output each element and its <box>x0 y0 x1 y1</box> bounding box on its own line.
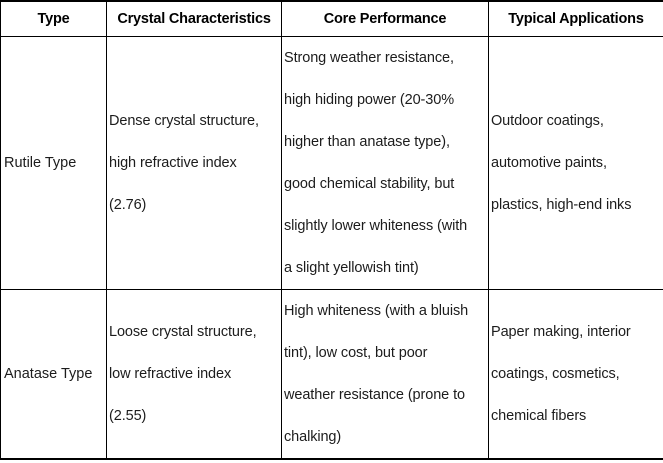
cell-rutile-core-performance: Strong weather resistance, high hiding po… <box>281 35 489 290</box>
table-header-row: Type Crystal Characteristics Core Perfor… <box>0 0 663 37</box>
text-line: high refractive index <box>109 154 237 171</box>
cell-rutile-type: Rutile Type <box>0 35 107 290</box>
text-line: Strong weather resistance, <box>284 49 454 66</box>
cell-anatase-type: Anatase Type <box>0 288 107 459</box>
text-line: good chemical stability, but <box>284 175 455 192</box>
cell-anatase-core-performance: High whiteness (with a bluish tint), low … <box>281 288 489 459</box>
cell-rutile-typical-applications: Outdoor coatings, automotive paints, plast… <box>488 35 663 290</box>
text-line: Loose crystal structure, <box>109 323 257 340</box>
text-line: chalking) <box>284 428 342 445</box>
header-type: Type <box>0 0 107 37</box>
text-line: (2.76) <box>109 196 147 213</box>
text-line: low refractive index <box>109 365 232 382</box>
text-line: plastics, high-end inks <box>491 196 632 213</box>
text-line: (2.55) <box>109 407 147 424</box>
text-line: weather resistance (prone to <box>284 386 465 403</box>
header-crystal-characteristics: Crystal Characteristics <box>106 0 282 37</box>
text-line: Outdoor coatings, <box>491 112 604 129</box>
text-line: a slight yellowish tint) <box>284 259 419 276</box>
header-core-performance: Core Performance <box>281 0 489 37</box>
cell-anatase-crystal-characteristics: Loose crystal structure, low refractive i… <box>106 288 282 459</box>
text-line: coatings, cosmetics, <box>491 365 620 382</box>
table-row-rutile: Rutile Type Dense crystal structure, high… <box>0 35 663 290</box>
cell-anatase-typical-applications: Paper making, interior coatings, cosmetic… <box>488 288 663 459</box>
text-line: chemical fibers <box>491 407 587 424</box>
text-line: automotive paints, <box>491 154 607 171</box>
text-line: high hiding power (20-30% <box>284 91 454 108</box>
text-line: slightly lower whiteness (with <box>284 217 468 234</box>
text-line: tint), low cost, but poor <box>284 344 428 361</box>
table-row-anatase: Anatase Type Loose crystal structure, low… <box>0 288 663 459</box>
text-line: higher than anatase type), <box>284 133 450 150</box>
text-line: High whiteness (with a bluish <box>284 302 469 319</box>
cell-rutile-crystal-characteristics: Dense crystal structure, high refractive … <box>106 35 282 290</box>
text-line: Paper making, interior <box>491 323 631 340</box>
text-line: Dense crystal structure, <box>109 112 259 129</box>
header-typical-applications: Typical Applications <box>488 0 663 37</box>
